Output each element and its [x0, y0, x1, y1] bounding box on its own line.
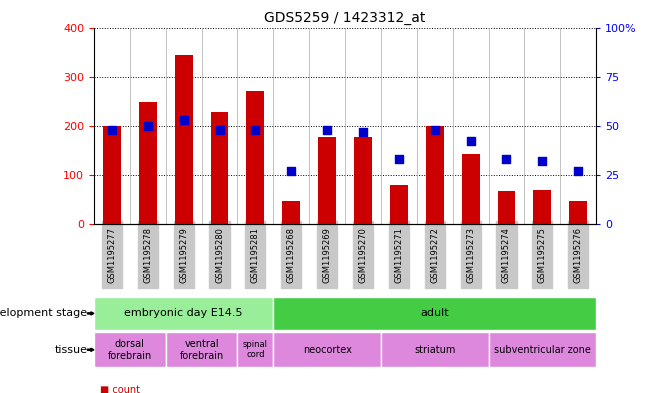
Bar: [283, 201, 300, 224]
Text: subventricular zone: subventricular zone: [494, 345, 591, 355]
Bar: [533, 189, 551, 224]
Bar: [273, 332, 381, 367]
Bar: [273, 297, 596, 330]
Point: [286, 168, 296, 174]
Point: [178, 117, 189, 123]
Text: ■ count: ■ count: [100, 385, 141, 393]
Text: dorsal
forebrain: dorsal forebrain: [108, 339, 152, 360]
Point: [537, 158, 548, 164]
Text: spinal
cord: spinal cord: [243, 340, 268, 360]
Bar: [426, 126, 444, 224]
Bar: [166, 332, 237, 367]
Bar: [103, 126, 121, 224]
Point: [322, 127, 332, 133]
Text: ventral
forebrain: ventral forebrain: [179, 339, 224, 360]
Point: [502, 156, 512, 162]
Bar: [94, 297, 273, 330]
Point: [143, 123, 153, 129]
Text: development stage: development stage: [0, 309, 87, 318]
Bar: [139, 102, 157, 224]
Bar: [569, 201, 587, 224]
Point: [107, 127, 117, 133]
Point: [430, 127, 440, 133]
Bar: [461, 154, 480, 224]
Bar: [354, 136, 372, 224]
Point: [214, 127, 225, 133]
Bar: [489, 332, 596, 367]
Point: [358, 129, 368, 135]
Text: neocortex: neocortex: [303, 345, 352, 355]
Text: tissue: tissue: [54, 345, 87, 355]
Point: [250, 127, 260, 133]
Text: embryonic day E14.5: embryonic day E14.5: [124, 309, 243, 318]
Bar: [175, 55, 192, 224]
Bar: [211, 112, 229, 224]
Bar: [498, 191, 515, 224]
Text: striatum: striatum: [414, 345, 456, 355]
Title: GDS5259 / 1423312_at: GDS5259 / 1423312_at: [264, 11, 426, 25]
Bar: [390, 185, 408, 224]
Text: adult: adult: [421, 309, 449, 318]
Bar: [237, 332, 273, 367]
Bar: [246, 91, 264, 224]
Bar: [381, 332, 489, 367]
Bar: [318, 137, 336, 224]
Point: [394, 156, 404, 162]
Bar: [94, 332, 166, 367]
Point: [573, 168, 583, 174]
Point: [465, 138, 476, 145]
